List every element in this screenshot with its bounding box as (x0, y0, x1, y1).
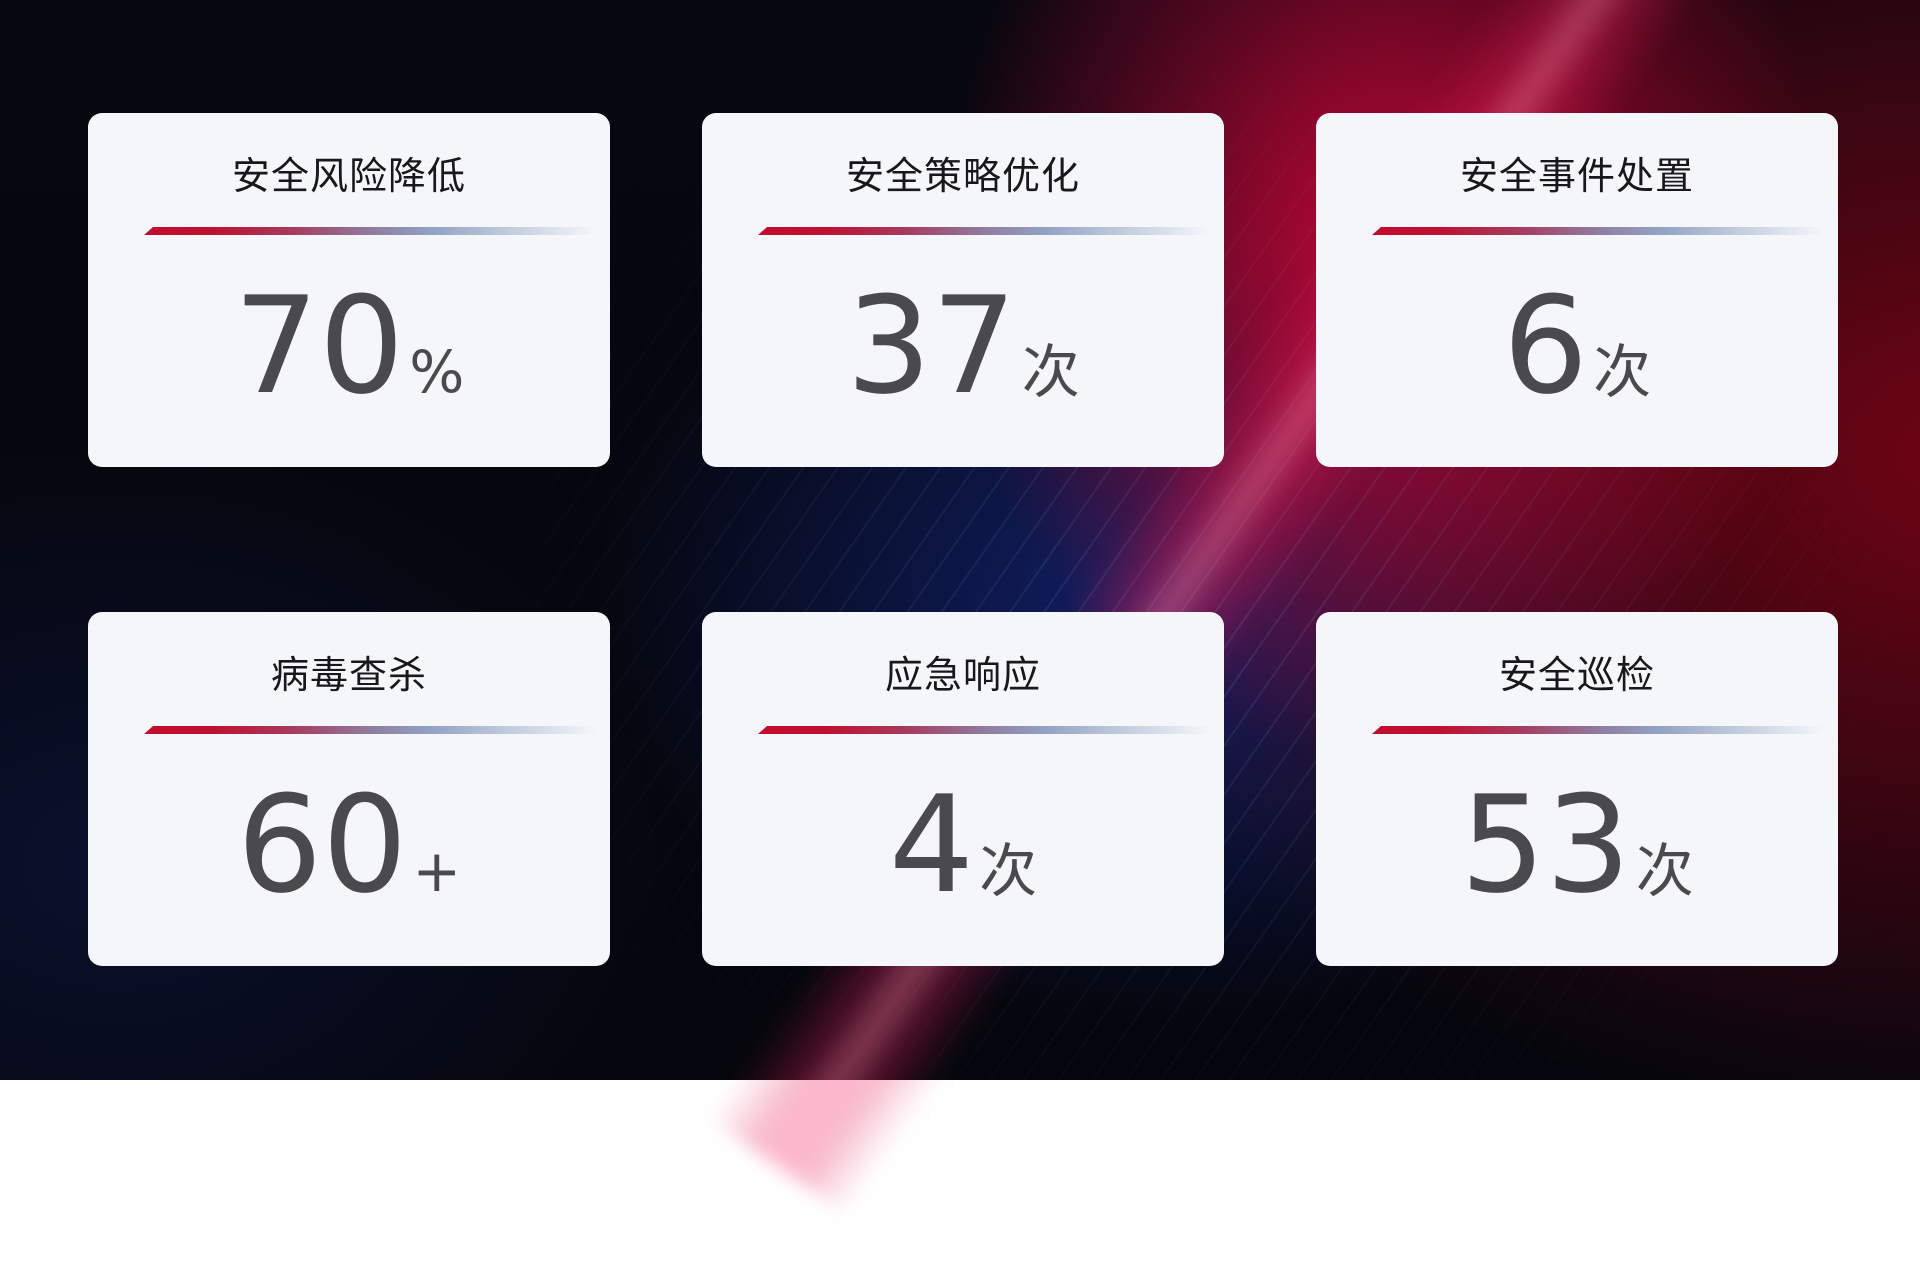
card-title: 安全策略优化 (845, 154, 1080, 198)
card-title: 病毒查杀 (270, 653, 427, 697)
stat-unit: 次 (1635, 837, 1694, 905)
stat-card-policy-optimization: 安全策略优化 37 次 (702, 113, 1224, 467)
card-title: 安全风险降低 (231, 154, 466, 198)
gradient-divider (1372, 227, 1824, 235)
stat-value: 60 (236, 767, 408, 923)
stat-unit: 次 (979, 837, 1038, 905)
stat-value: 6 (1502, 268, 1589, 424)
gradient-divider (758, 227, 1210, 235)
card-value-area: 6 次 (1316, 235, 1838, 467)
stat-unit: 次 (1021, 338, 1080, 406)
stat-card-virus-scan: 病毒查杀 60 + (88, 612, 610, 966)
stat-card-security-inspection: 安全巡检 53 次 (1316, 612, 1838, 966)
stat-unit: % (409, 338, 465, 406)
card-title: 安全巡检 (1498, 653, 1655, 697)
gradient-divider (144, 726, 596, 734)
stat-card-grid: 安全风险降低 70 % 安全策略优化 37 次 安全事件处置 (88, 113, 1838, 966)
stat-card-risk-reduction: 安全风险降低 70 % (88, 113, 610, 467)
card-value-area: 60 + (88, 734, 610, 966)
stat-value: 4 (888, 767, 975, 923)
card-value-area: 53 次 (1316, 734, 1838, 966)
stat-unit: + (412, 837, 462, 905)
stat-value: 53 (1460, 767, 1631, 923)
card-value-area: 70 % (88, 235, 610, 467)
card-title: 应急响应 (884, 653, 1041, 697)
stat-card-incident-handling: 安全事件处置 6 次 (1316, 113, 1838, 467)
gradient-divider (758, 726, 1210, 734)
card-value-area: 4 次 (702, 734, 1224, 966)
card-value-area: 37 次 (702, 235, 1224, 467)
card-title: 安全事件处置 (1459, 154, 1694, 198)
gradient-divider (144, 227, 596, 235)
stat-unit: 次 (1593, 338, 1652, 406)
stat-card-emergency-response: 应急响应 4 次 (702, 612, 1224, 966)
stat-value: 70 (233, 268, 405, 424)
gradient-divider (1372, 726, 1824, 734)
stat-value: 37 (846, 268, 1017, 424)
